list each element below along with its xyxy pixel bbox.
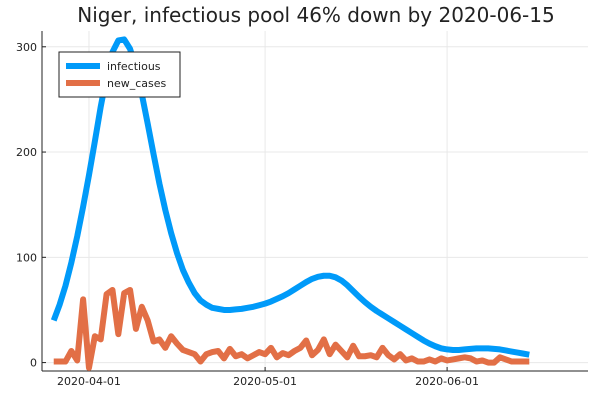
ticks: 0 100 200 300 2020-04-01 2020-05-01 2020-06-01 [16,41,479,388]
legend: infectious new_cases [58,51,181,98]
series-line-new-cases [53,286,530,371]
x-tick-label: 2020-06-01 [415,375,479,388]
y-tick-label: 100 [16,251,37,264]
legend-label-infectious: infectious [107,60,161,73]
legend-label-new-cases: new_cases [107,77,167,90]
y-tick-label: 0 [30,357,37,370]
y-tick-label: 300 [16,41,37,54]
x-tick-label: 2020-04-01 [57,375,121,388]
y-tick-label: 200 [16,146,37,159]
chart-title: Niger, infectious pool 46% down by 2020-… [77,3,554,27]
legend-box [58,51,181,98]
x-tick-label: 2020-05-01 [233,375,297,388]
